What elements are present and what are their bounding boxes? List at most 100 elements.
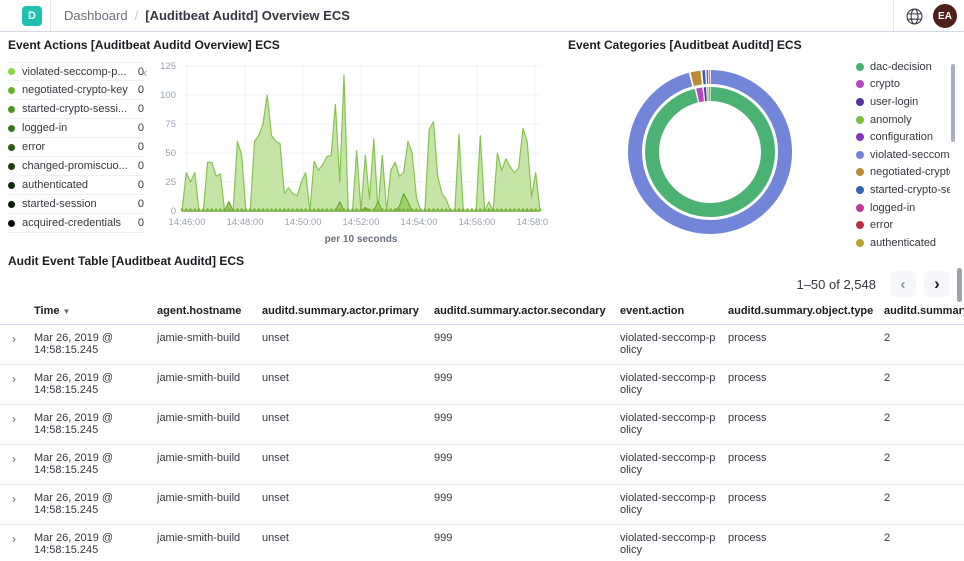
legend-value: 0	[137, 122, 144, 134]
top-nav: D Dashboard / [Auditbeat Auditd] Overvie…	[0, 0, 964, 32]
row-expand-icon[interactable]: ›	[0, 364, 28, 405]
legend-label: authenticated	[870, 236, 937, 249]
table-row: › Mar 26, 2019 @ 14:58:15.245 jamie-smith-…	[0, 524, 964, 561]
table-row: › Mar 26, 2019 @ 14:58:15.245 jamie-smith-…	[0, 324, 964, 365]
user-avatar[interactable]: EA	[933, 4, 957, 28]
row-expand-icon[interactable]: ›	[0, 524, 28, 561]
legend-label: anomoly	[870, 113, 912, 126]
legend-label: logged-in	[870, 201, 916, 214]
legend-value: 0	[137, 141, 144, 153]
column-header-auditd.summary.actor.primary[interactable]: auditd.summary.actor.primary	[256, 300, 428, 325]
svg-text:14:56:00: 14:56:00	[458, 217, 495, 228]
legend-swatch	[8, 124, 15, 132]
svg-text:14:50:00: 14:50:00	[285, 217, 322, 228]
column-header-agent.hostname[interactable]: agent.hostname	[151, 300, 256, 325]
legend-item[interactable]: negotiated-crypto...	[856, 164, 950, 182]
cell-summary: 2	[878, 324, 964, 365]
legend-item[interactable]: error	[856, 216, 950, 234]
event-actions-area-chart[interactable]: 0 25 50 75 100 125 14:46:00 14:48:00 14:50:00 14:…	[150, 58, 548, 246]
legend-swatch	[856, 203, 864, 212]
legend-item[interactable]: user-login	[856, 93, 950, 111]
legend-item[interactable]: changed-promiscuo... 0	[8, 157, 144, 176]
column-header-event.action[interactable]: event.action	[614, 300, 722, 325]
pagination-next-button[interactable]: ›	[924, 271, 950, 297]
legend-item[interactable]: error 0	[8, 138, 144, 157]
legend-item[interactable]: authenticated	[856, 234, 950, 252]
pagination-prev-button[interactable]: ‹	[890, 271, 916, 297]
legend-label: started-crypto-sessi...	[22, 103, 128, 115]
legend-item[interactable]: negotiated-crypto-key 0	[8, 81, 144, 100]
event-categories-donut-chart[interactable]	[622, 64, 798, 240]
legend-label: acquired-credentials	[22, 217, 122, 229]
legend-swatch	[8, 181, 15, 189]
cell-object-type: process	[722, 324, 878, 365]
column-header-auditd.summary.object.type[interactable]: auditd.summary.object.type	[722, 300, 878, 325]
svg-text:125: 125	[160, 61, 176, 72]
cell-hostname: jamie-smith-build	[151, 404, 256, 445]
legend-item[interactable]: dac-decision	[856, 58, 950, 76]
legend-item[interactable]: violated-seccomp...	[856, 146, 950, 164]
legend-label: negotiated-crypto...	[870, 166, 950, 179]
row-expand-icon[interactable]: ›	[0, 444, 28, 485]
donut-slice-dac-decision[interactable]	[645, 87, 775, 217]
legend-value: 0	[137, 103, 144, 115]
donut-slice-crypto[interactable]	[696, 87, 705, 103]
legend-swatch	[856, 133, 864, 142]
donut-slice-negotiated-crypto-key[interactable]	[690, 70, 703, 86]
legend-item[interactable]: anomoly	[856, 111, 950, 129]
cell-hostname: jamie-smith-build	[151, 324, 256, 365]
cell-action: violated-seccomp-policy	[614, 364, 722, 405]
cell-object-type: process	[722, 404, 878, 445]
cell-object-type: process	[722, 444, 878, 485]
legend-label: error	[870, 219, 894, 232]
legend-item[interactable]: crypto	[856, 76, 950, 94]
event-categories-legend: dac-decision crypto user-login anomoly confi…	[856, 58, 950, 252]
pagination-range: 1–50 of 2,548	[796, 276, 876, 292]
legend-item[interactable]: configuration	[856, 128, 950, 146]
legend-value: 0	[137, 84, 144, 96]
svg-text:75: 75	[165, 119, 176, 130]
legend-item[interactable]: logged-in 0	[8, 119, 144, 138]
cell-object-type: process	[722, 524, 878, 561]
legend-scrollbar[interactable]	[951, 64, 955, 142]
column-header-auditd.summary.actor.secondary[interactable]: auditd.summary.actor.secondary	[428, 300, 614, 325]
cell-time: Mar 26, 2019 @ 14:58:15.245	[28, 364, 151, 405]
cell-hostname: jamie-smith-build	[151, 364, 256, 405]
legend-item[interactable]: authenticated 0	[8, 176, 144, 195]
cell-action: violated-seccomp-policy	[614, 444, 722, 485]
cell-object-type: process	[722, 364, 878, 405]
legend-swatch	[856, 185, 864, 194]
column-header-Time[interactable]: Time ▼	[28, 300, 151, 325]
cell-summary: 2	[878, 364, 964, 405]
legend-label: violated-seccomp...	[870, 148, 950, 161]
breadcrumb: Dashboard / [Auditbeat Auditd] Overview …	[64, 0, 350, 31]
legend-label: started-session	[22, 198, 97, 210]
sort-icon: ▼	[62, 307, 71, 316]
legend-item[interactable]: acquired-credentials 0	[8, 214, 144, 233]
nav-divider	[893, 0, 894, 31]
legend-item[interactable]: started-crypto-se...	[856, 181, 950, 199]
app-logo[interactable]: D	[22, 6, 42, 26]
donut-slice-violated-seccomp-policy[interactable]	[628, 70, 792, 234]
legend-collapse-icon[interactable]: ‹	[143, 65, 148, 80]
breadcrumb-dashboard-link[interactable]: Dashboard	[64, 8, 128, 23]
legend-item[interactable]: logged-in	[856, 199, 950, 217]
globe-icon[interactable]	[903, 5, 925, 27]
cell-time: Mar 26, 2019 @ 14:58:15.245	[28, 324, 151, 365]
row-expand-icon[interactable]: ›	[0, 404, 28, 445]
legend-item[interactable]: violated-seccomp-p... 0	[8, 62, 144, 81]
column-header-auditd.summary[interactable]: auditd.summary	[878, 300, 964, 325]
table-scrollbar[interactable]	[957, 268, 962, 302]
legend-item[interactable]: started-session 0	[8, 195, 144, 214]
cell-summary: 2	[878, 444, 964, 485]
svg-text:14:54:00: 14:54:00	[401, 217, 438, 228]
row-expand-icon[interactable]: ›	[0, 484, 28, 525]
legend-item[interactable]: started-crypto-sessi... 0	[8, 100, 144, 119]
cell-actor-primary: unset	[256, 484, 428, 525]
legend-label: configuration	[870, 131, 933, 144]
legend-swatch	[856, 221, 864, 230]
cell-summary: 2	[878, 524, 964, 561]
row-expand-icon[interactable]: ›	[0, 324, 28, 365]
cell-time: Mar 26, 2019 @ 14:58:15.245	[28, 404, 151, 445]
svg-text:50: 50	[165, 148, 176, 159]
